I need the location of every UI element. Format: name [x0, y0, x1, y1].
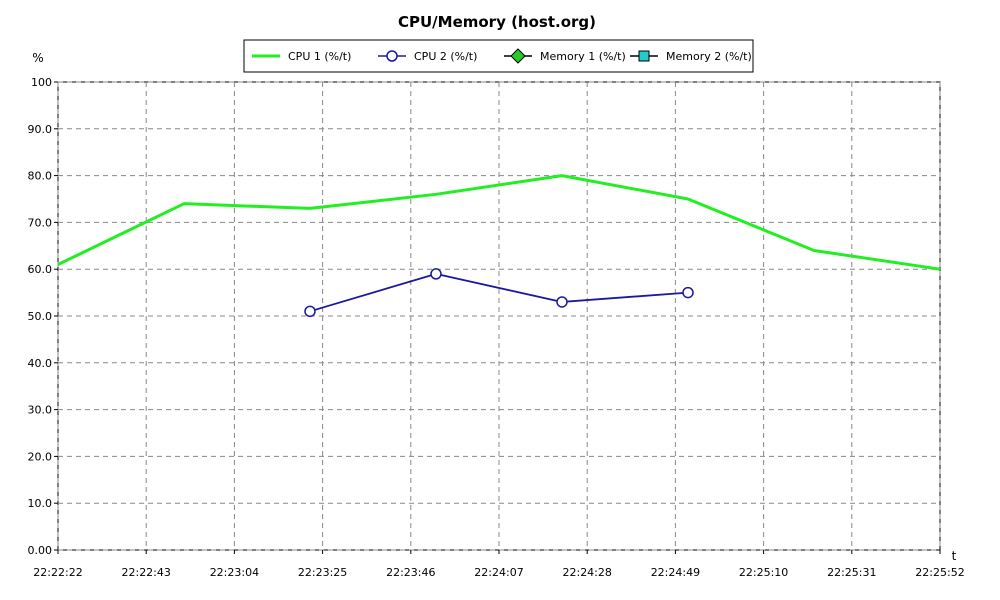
series-line [57, 174, 941, 271]
x-tick-label: 22:23:04 [210, 566, 259, 579]
x-tick-label: 22:24:49 [651, 566, 700, 579]
data-point [556, 296, 568, 308]
x-tick-label: 22:23:25 [298, 566, 347, 579]
y-tick-label: 20.0 [28, 450, 53, 463]
x-tick-label: 22:25:10 [739, 566, 788, 579]
legend-label: Memory 2 (%/t) [666, 50, 752, 63]
legend-box [243, 39, 754, 73]
x-axis-ticks: 22:22:22 22:22:43 22:23:04 22:23:25 22:23:46… [33, 550, 965, 579]
legend-item: Memory 1 (%/t) [504, 48, 626, 64]
y-tick-label: 50.0 [28, 310, 53, 323]
x-axis-label: t [952, 549, 957, 563]
x-tick-label: 22:24:28 [562, 566, 611, 579]
chart-title: CPU/Memory (host.org) [398, 13, 596, 31]
data-point [430, 268, 442, 280]
legend-label: CPU 2 (%/t) [414, 50, 477, 63]
y-tick-label: 30.0 [28, 404, 53, 417]
legend: CPU 1 (%/t) CPU 2 (%/t) Memory 1 (%/t) Memo… [243, 39, 754, 73]
x-tick-label: 22:24:07 [474, 566, 523, 579]
x-tick-label: 22:22:22 [33, 566, 82, 579]
series-1 [57, 174, 941, 271]
data-point [304, 305, 316, 318]
y-tick-label: 100 [31, 76, 52, 89]
x-tick-label: 22:25:52 [915, 566, 964, 579]
legend-label: Memory 1 (%/t) [540, 50, 626, 63]
legend-marker [510, 48, 526, 64]
data-point [682, 286, 694, 299]
y-tick-label: 40.0 [28, 357, 53, 370]
legend-marker [386, 50, 398, 62]
y-tick-label: 60.0 [28, 263, 53, 276]
x-tick-label: 22:22:43 [121, 566, 170, 579]
series-2 [304, 268, 694, 318]
y-axis-label: % [32, 51, 43, 65]
y-tick-label: 80.0 [28, 170, 53, 183]
x-tick-label: 22:25:31 [827, 566, 876, 579]
y-tick-label: 0.00 [28, 544, 53, 557]
series-layer [57, 174, 941, 318]
legend-item: CPU 2 (%/t) [378, 50, 477, 63]
legend-marker [638, 50, 650, 62]
x-tick-label: 22:23:46 [386, 566, 435, 579]
series-line [309, 272, 689, 313]
y-tick-label: 90.0 [28, 123, 53, 136]
y-tick-label: 70.0 [28, 216, 53, 229]
y-axis-ticks: 0.00 10.0 20.0 30.0 40.0 50.0 60.0 70.0 80.0 90.0… [28, 76, 58, 557]
legend-item: CPU 1 (%/t) [252, 50, 351, 63]
legend-label: CPU 1 (%/t) [288, 50, 351, 63]
legend-item: Memory 2 (%/t) [630, 50, 752, 63]
y-tick-label: 10.0 [28, 497, 53, 510]
